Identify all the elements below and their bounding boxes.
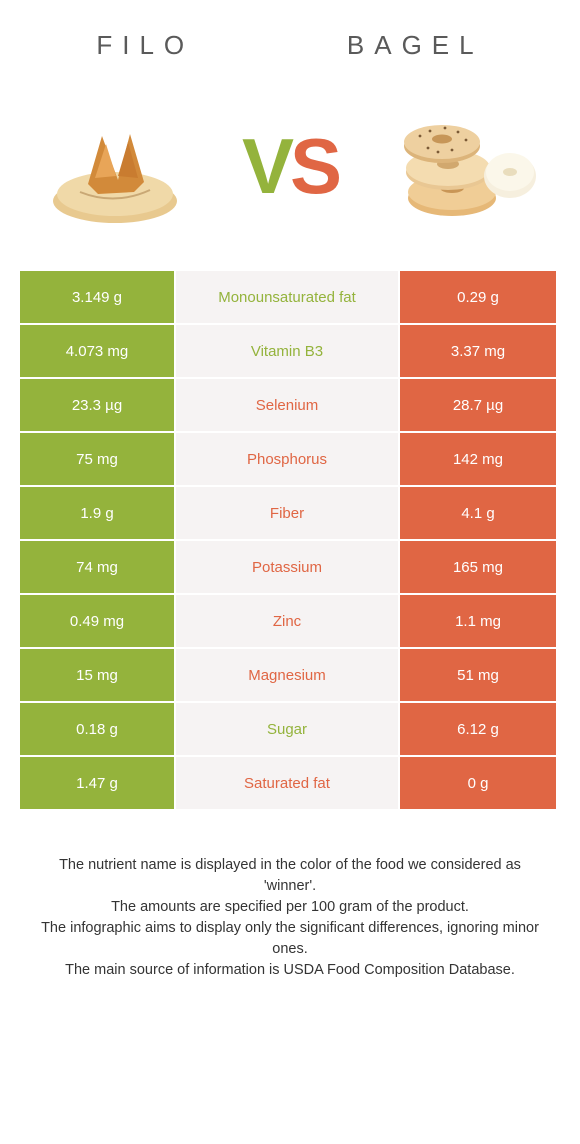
nutrient-row: 0.49 mgZinc1.1 mg (20, 595, 560, 649)
filo-value: 3.149 g (20, 271, 176, 323)
footer-line-3: The infographic aims to display only the… (36, 918, 544, 960)
nutrient-row: 74 mgPotassium165 mg (20, 541, 560, 595)
filo-image (40, 101, 190, 231)
nutrient-label: Zinc (176, 595, 400, 647)
nutrient-label: Saturated fat (176, 757, 400, 809)
filo-value: 75 mg (20, 433, 176, 485)
bagel-title: BAGEL (347, 30, 484, 61)
nutrient-row: 1.47 gSaturated fat0 g (20, 757, 560, 811)
filo-value: 0.18 g (20, 703, 176, 755)
nutrient-label: Selenium (176, 379, 400, 431)
nutrient-row: 23.3 µgSelenium28.7 µg (20, 379, 560, 433)
nutrient-label: Magnesium (176, 649, 400, 701)
bagel-value: 3.37 mg (400, 325, 556, 377)
bagel-value: 28.7 µg (400, 379, 556, 431)
bagel-value: 0 g (400, 757, 556, 809)
filo-value: 1.47 g (20, 757, 176, 809)
nutrient-row: 4.073 mgVitamin B33.37 mg (20, 325, 560, 379)
filo-value: 15 mg (20, 649, 176, 701)
bagel-value: 142 mg (400, 433, 556, 485)
nutrient-row: 1.9 gFiber4.1 g (20, 487, 560, 541)
bagel-value: 51 mg (400, 649, 556, 701)
filo-value: 23.3 µg (20, 379, 176, 431)
bagel-value: 6.12 g (400, 703, 556, 755)
nutrient-row: 75 mgPhosphorus142 mg (20, 433, 560, 487)
footer-line-4: The main source of information is USDA F… (36, 960, 544, 981)
nutrient-row: 15 mgMagnesium51 mg (20, 649, 560, 703)
bagel-value: 1.1 mg (400, 595, 556, 647)
filo-value: 0.49 mg (20, 595, 176, 647)
nutrient-label: Potassium (176, 541, 400, 593)
nutrient-row: 0.18 gSugar6.12 g (20, 703, 560, 757)
nutrient-label: Vitamin B3 (176, 325, 400, 377)
filo-value: 1.9 g (20, 487, 176, 539)
vs-s: S (290, 122, 338, 210)
nutrient-label: Sugar (176, 703, 400, 755)
bagel-value: 165 mg (400, 541, 556, 593)
nutrient-table: 3.149 gMonounsaturated fat0.29 g4.073 mg… (0, 271, 580, 811)
filo-title: FILO (96, 30, 194, 61)
footer-notes: The nutrient name is displayed in the co… (0, 811, 580, 981)
hero-row: VS (0, 71, 580, 271)
bagel-value: 4.1 g (400, 487, 556, 539)
filo-value: 74 mg (20, 541, 176, 593)
vs-v: V (242, 122, 290, 210)
bagel-image (390, 101, 540, 231)
footer-line-1: The nutrient name is displayed in the co… (36, 855, 544, 897)
header: FILO BAGEL (0, 0, 580, 71)
nutrient-label: Monounsaturated fat (176, 271, 400, 323)
nutrient-label: Phosphorus (176, 433, 400, 485)
nutrient-row: 3.149 gMonounsaturated fat0.29 g (20, 271, 560, 325)
nutrient-label: Fiber (176, 487, 400, 539)
footer-line-2: The amounts are specified per 100 gram o… (36, 897, 544, 918)
filo-value: 4.073 mg (20, 325, 176, 377)
bagel-value: 0.29 g (400, 271, 556, 323)
vs-label: VS (242, 121, 338, 212)
